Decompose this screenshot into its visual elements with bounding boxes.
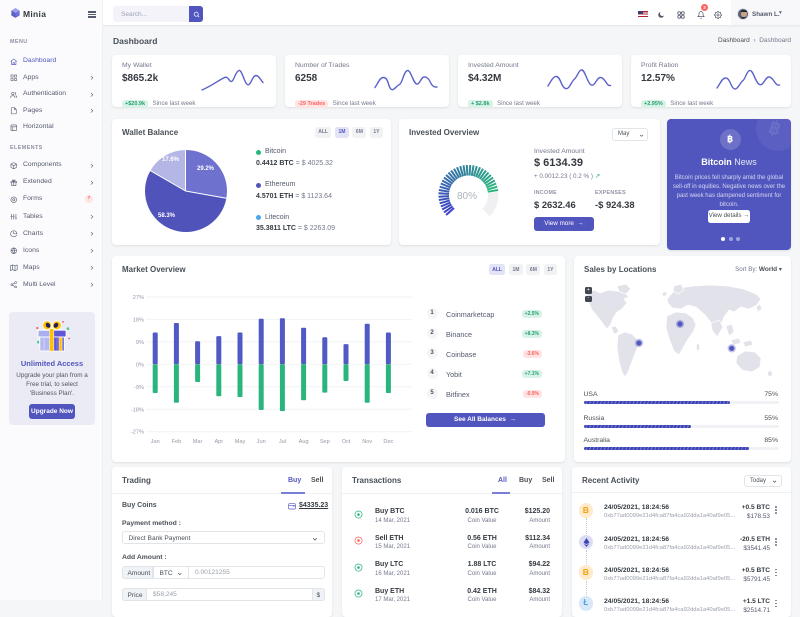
svg-text:May: May	[235, 439, 246, 445]
svg-text:0%: 0%	[136, 362, 144, 368]
svg-text:9%: 9%	[136, 340, 144, 346]
svg-text:Aug: Aug	[299, 439, 309, 445]
svg-text:Nov: Nov	[362, 439, 372, 445]
svg-text:-18%: -18%	[131, 407, 144, 413]
svg-text:Mar: Mar	[193, 439, 203, 445]
svg-text:-27%: -27%	[131, 430, 144, 436]
svg-text:Jan: Jan	[151, 439, 160, 445]
svg-text:-9%: -9%	[134, 385, 144, 391]
svg-text:Oct: Oct	[342, 439, 351, 445]
svg-text:Apr: Apr	[214, 439, 223, 445]
svg-text:Dec: Dec	[383, 439, 393, 445]
svg-text:Jun: Jun	[257, 439, 266, 445]
svg-text:Sep: Sep	[320, 439, 330, 445]
svg-text:Feb: Feb	[172, 439, 182, 445]
svg-text:18%: 18%	[133, 317, 144, 323]
svg-text:27%: 27%	[133, 295, 144, 301]
svg-text:Jul: Jul	[279, 439, 286, 445]
